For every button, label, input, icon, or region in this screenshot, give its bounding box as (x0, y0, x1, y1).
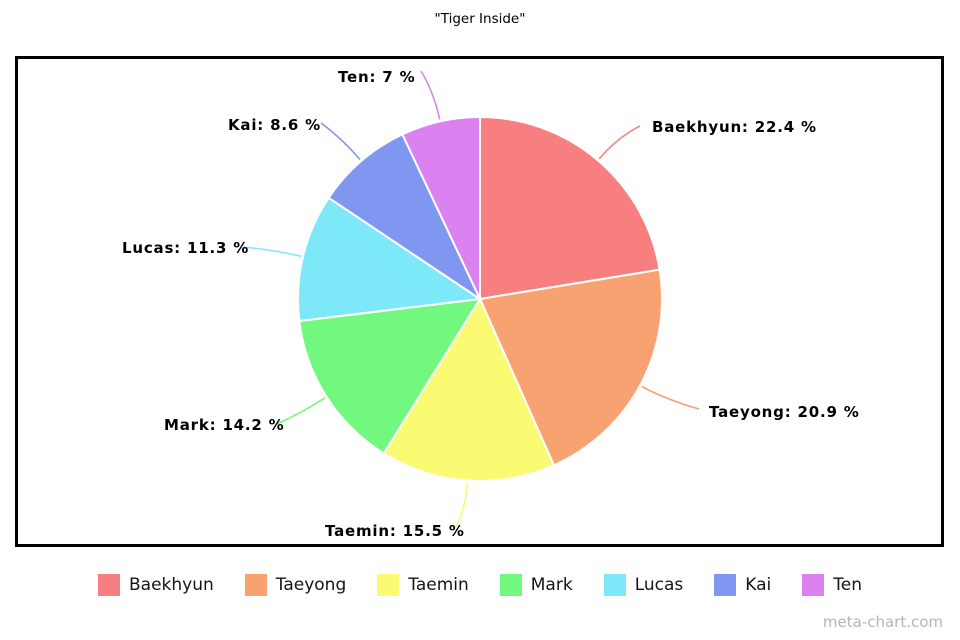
pie-slice-lucas (296, 196, 483, 323)
legend-item-taeyong: Taeyong (244, 574, 347, 596)
legend-label: Taemin (408, 575, 469, 595)
pie-slice-taemin (382, 296, 556, 482)
pie-slice-ten (401, 115, 481, 300)
legend-item-kai: Kai (714, 574, 771, 596)
slice-label-ten: Ten: 7 % (338, 68, 415, 86)
watermark: meta-chart.com (822, 613, 943, 631)
pie-slice-mark (298, 297, 482, 455)
legend-swatch-baekhyun (97, 574, 120, 596)
leader-line-ten (420, 70, 441, 120)
legend-label: Baekhyun (128, 575, 214, 595)
slice-label-kai: Kai: 8.6 % (228, 116, 321, 134)
legend-item-mark: Mark (499, 574, 573, 596)
legend-item-lucas: Lucas (603, 574, 684, 596)
slice-label-lucas: Lucas: 11.3 % (122, 239, 249, 257)
legend-swatch-lucas (603, 574, 626, 596)
legend: Baekhyun Taeyong Taemin Mark Lucas Kai Ten (0, 574, 960, 596)
leader-line-taemin (455, 482, 469, 527)
slice-label-baekhyun: Baekhyun: 22.4 % (652, 118, 817, 136)
legend-label: Kai (745, 575, 772, 595)
legend-label: Lucas (634, 575, 684, 595)
leader-line-lucas (242, 246, 302, 258)
slice-label-taemin: Taemin: 15.5 % (325, 522, 465, 540)
pie-slice-taeyong (478, 268, 663, 467)
slice-label-taeyong: Taeyong: 20.9 % (709, 403, 860, 421)
chart-title: "Tiger Inside" (434, 11, 526, 27)
legend-item-taemin: Taemin (377, 574, 469, 596)
legend-swatch-taemin (377, 574, 400, 596)
legend-label: Taeyong (275, 575, 347, 595)
legend-swatch-kai (714, 574, 737, 596)
legend-item-baekhyun: Baekhyun (97, 574, 214, 596)
legend-label: Ten (833, 575, 862, 595)
leader-line-mark (276, 397, 326, 425)
slice-label-mark: Mark: 14.2 % (164, 416, 285, 434)
legend-swatch-ten (802, 574, 825, 596)
legend-label: Mark (530, 575, 573, 595)
pie-slice-kai (327, 133, 483, 302)
pie-slice-baekhyun (479, 115, 661, 301)
leader-line-baekhyun (598, 125, 641, 160)
legend-swatch-mark (499, 574, 522, 596)
legend-item-ten: Ten (802, 574, 862, 596)
leader-line-kai (320, 122, 361, 161)
legend-swatch-taeyong (244, 574, 267, 596)
leader-line-taeyong (641, 385, 700, 410)
